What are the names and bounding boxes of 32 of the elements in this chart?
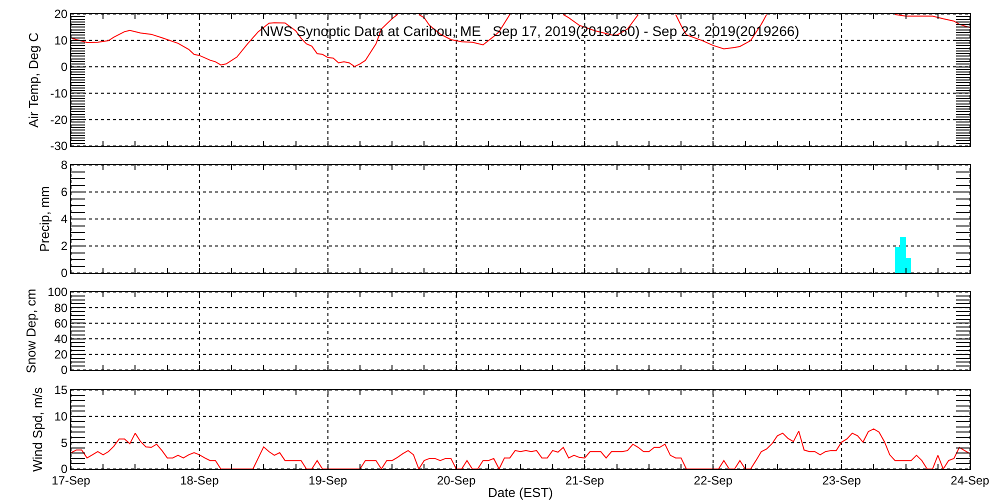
y-tick-label: 100 [48, 285, 68, 300]
x-tick-label: 24-Sep [950, 473, 990, 488]
y-tick-label: -30 [50, 139, 68, 154]
y-tick-label: 20 [54, 7, 68, 22]
y-tick-label: 0 [60, 363, 68, 378]
y-tick-label: 0 [60, 266, 68, 280]
y-axis-title: Snow Dep, cm [24, 288, 39, 374]
y-tick-label: 20 [54, 348, 68, 362]
y-tick-label: 6 [60, 185, 68, 200]
y-tick-label: -20 [50, 112, 68, 127]
x-tick-label: 23-Sep [822, 473, 862, 488]
y-tick-label: -10 [50, 86, 68, 100]
y-axis-title: Precip, mm [36, 186, 52, 252]
y-tick-label: 60 [54, 316, 68, 330]
x-axis-title: Date (EST) [488, 485, 554, 500]
y-axis-title: Air Temp, Deg C [26, 32, 42, 128]
y-tick-label: 10 [54, 410, 68, 424]
y-tick-label: 40 [54, 332, 68, 346]
y-tick-label: 2 [60, 239, 68, 254]
y-tick-label: 5 [60, 436, 68, 450]
x-tick-label: 20-Sep [436, 473, 476, 488]
y-tick-label: 80 [54, 300, 68, 315]
y-tick-label: 15 [54, 383, 68, 398]
x-tick-label: 22-Sep [694, 473, 733, 488]
y-axis-title: Wind Spd, m/s [30, 386, 46, 472]
x-tick-label: 19-Sep [308, 473, 348, 488]
y-tick-label: 10 [54, 34, 68, 48]
y-tick-label: 4 [60, 212, 68, 226]
y-tick-label: 0 [60, 60, 68, 74]
x-tick-label: 18-Sep [180, 473, 220, 488]
y-tick-label: 8 [60, 158, 68, 172]
x-tick-label: 21-Sep [565, 473, 604, 488]
